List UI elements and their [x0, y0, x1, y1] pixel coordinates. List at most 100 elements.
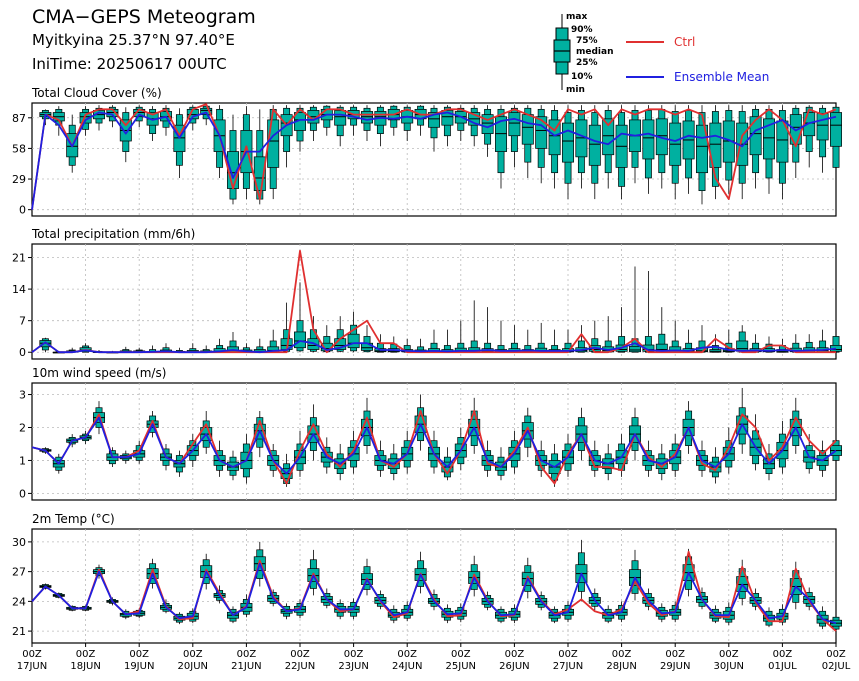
precipitation-box — [521, 329, 534, 353]
cloud-cover-box — [682, 105, 695, 194]
legend-label-min: min — [566, 85, 585, 95]
xtick-label-time: 00Z — [183, 649, 203, 660]
precipitation-box — [830, 311, 842, 353]
cloud-cover-box-inner — [267, 119, 280, 168]
xtick-label-time: 00Z — [505, 649, 525, 660]
cloud-cover-box — [696, 105, 708, 205]
precipitation-box — [253, 338, 266, 353]
precipitation-box — [562, 329, 574, 353]
cloud-cover-box-inner — [495, 116, 507, 152]
panel-temperature: 2m Temp (°C) 21 24 27 30 — [12, 512, 842, 644]
cloud-cover-box — [414, 105, 427, 136]
wind-speed-box — [736, 387, 749, 454]
cloud-cover-box — [253, 109, 266, 205]
xtick-label-time: 00Z — [22, 649, 42, 660]
temperature-ytick-label: 24 — [12, 595, 26, 608]
wind-speed-mean-line — [31, 416, 837, 475]
cloud-cover-box — [173, 108, 186, 178]
cloud-cover-box — [763, 105, 775, 194]
xtick-label-time: 00Z — [826, 649, 846, 660]
xtick-label-time: 00Z — [451, 649, 471, 660]
xtick-label-time: 00Z — [397, 649, 417, 660]
cloud-cover-box — [588, 105, 601, 200]
precipitation-box — [361, 325, 373, 353]
cloud-cover-box — [816, 105, 829, 173]
cloud-cover-box — [468, 105, 481, 147]
temperature-title: 2m Temp (°C) — [32, 512, 115, 526]
cloud-cover-ytick-label: 87 — [12, 112, 26, 125]
temperature-frame — [31, 528, 837, 644]
station-location: Myitkyina 25.37°N 97.40°E — [32, 31, 235, 49]
precipitation-box-inner — [629, 346, 641, 353]
cloud-cover-ytick-label: 29 — [12, 173, 26, 186]
cloud-cover-box — [280, 105, 293, 168]
xtick-label-time: 00Z — [612, 649, 632, 660]
temperature-mean-line — [31, 562, 837, 625]
xtick-label-time: 00Z — [76, 649, 96, 660]
cloud-cover-box — [227, 114, 239, 205]
xtick-label-time: 00Z — [129, 649, 149, 660]
wind-speed-ytick-label: 0 — [19, 487, 26, 500]
legend-label-max: max — [566, 12, 587, 22]
xtick-label-date: 29JUN — [660, 661, 690, 672]
wind-speed-ytick-label: 2 — [19, 421, 26, 434]
xtick-label-time: 00Z — [237, 649, 257, 660]
legend-label-p25: 25% — [576, 58, 598, 68]
xtick-label-date: 22JUN — [285, 661, 315, 672]
precipitation-box-outer — [577, 340, 585, 353]
cloud-cover-box-inner — [749, 116, 762, 156]
temperature-ytick-label: 30 — [12, 536, 26, 549]
cloud-cover-box-inner — [816, 113, 829, 141]
xtick-label-time: 00Z — [290, 649, 310, 660]
xtick-label-date: 17JUN — [17, 661, 47, 672]
cloud-cover-box — [495, 105, 507, 189]
cloud-cover-box-inner — [696, 124, 708, 174]
temperature-ytick-label: 27 — [12, 566, 26, 579]
cloud-cover-box — [428, 105, 440, 152]
temperature-box — [307, 549, 320, 596]
precipitation-box — [468, 300, 481, 353]
temperature-ytick-label: 21 — [12, 625, 26, 638]
wind-speed-ytick-label: 1 — [19, 454, 26, 467]
cloud-cover-box-inner — [334, 110, 347, 126]
precipitation-ytick-label: 0 — [19, 346, 26, 359]
wind-speed-box — [722, 427, 735, 474]
xtick-label-time: 00Z — [344, 649, 364, 660]
precipitation-ytick-label: 14 — [12, 283, 26, 296]
precipitation-box — [347, 311, 360, 353]
cloud-cover-box — [521, 105, 534, 178]
legend-label-p10: 10% — [571, 72, 593, 82]
precipitation-box — [655, 307, 668, 353]
xtick-label-time: 00Z — [773, 649, 793, 660]
cloud-cover-box — [441, 105, 454, 147]
cloud-cover-box — [789, 105, 802, 178]
cloud-cover-box — [307, 105, 320, 142]
precipitation-box — [307, 316, 320, 353]
cloud-cover-box — [146, 106, 159, 142]
cloud-cover-box — [213, 105, 226, 178]
xtick-label-date: 01JUL — [768, 661, 797, 672]
cloud-cover-box — [347, 105, 360, 136]
cloud-cover-box-inner — [575, 119, 588, 158]
cloud-cover-box-inner — [830, 112, 842, 147]
legend-label-median: median — [576, 47, 614, 57]
cloud-cover-title: Total Cloud Cover (%) — [31, 86, 162, 100]
precipitation-box — [642, 271, 655, 353]
meteogram-title: CMA−GEPS Meteogram — [32, 6, 256, 28]
xtick-label-date: 21JUN — [231, 661, 261, 672]
legend-mean-label: Ensemble Mean — [674, 70, 769, 84]
xtick-label-date: 25JUN — [446, 661, 476, 672]
precipitation-box — [709, 334, 722, 353]
temperature-box — [629, 549, 641, 601]
precipitation-box — [414, 338, 427, 353]
cloud-cover-box-inner — [535, 116, 548, 149]
cloud-cover-box — [119, 107, 132, 163]
xtick-label-date: 23JUN — [338, 661, 368, 672]
precipitation-box — [481, 307, 494, 353]
xtick-label-date: 24JUN — [392, 661, 422, 672]
cloud-cover-box — [803, 105, 816, 168]
xtick-label-time: 00Z — [558, 649, 578, 660]
precipitation-box — [602, 316, 615, 353]
xtick-label-time: 00Z — [719, 649, 739, 660]
